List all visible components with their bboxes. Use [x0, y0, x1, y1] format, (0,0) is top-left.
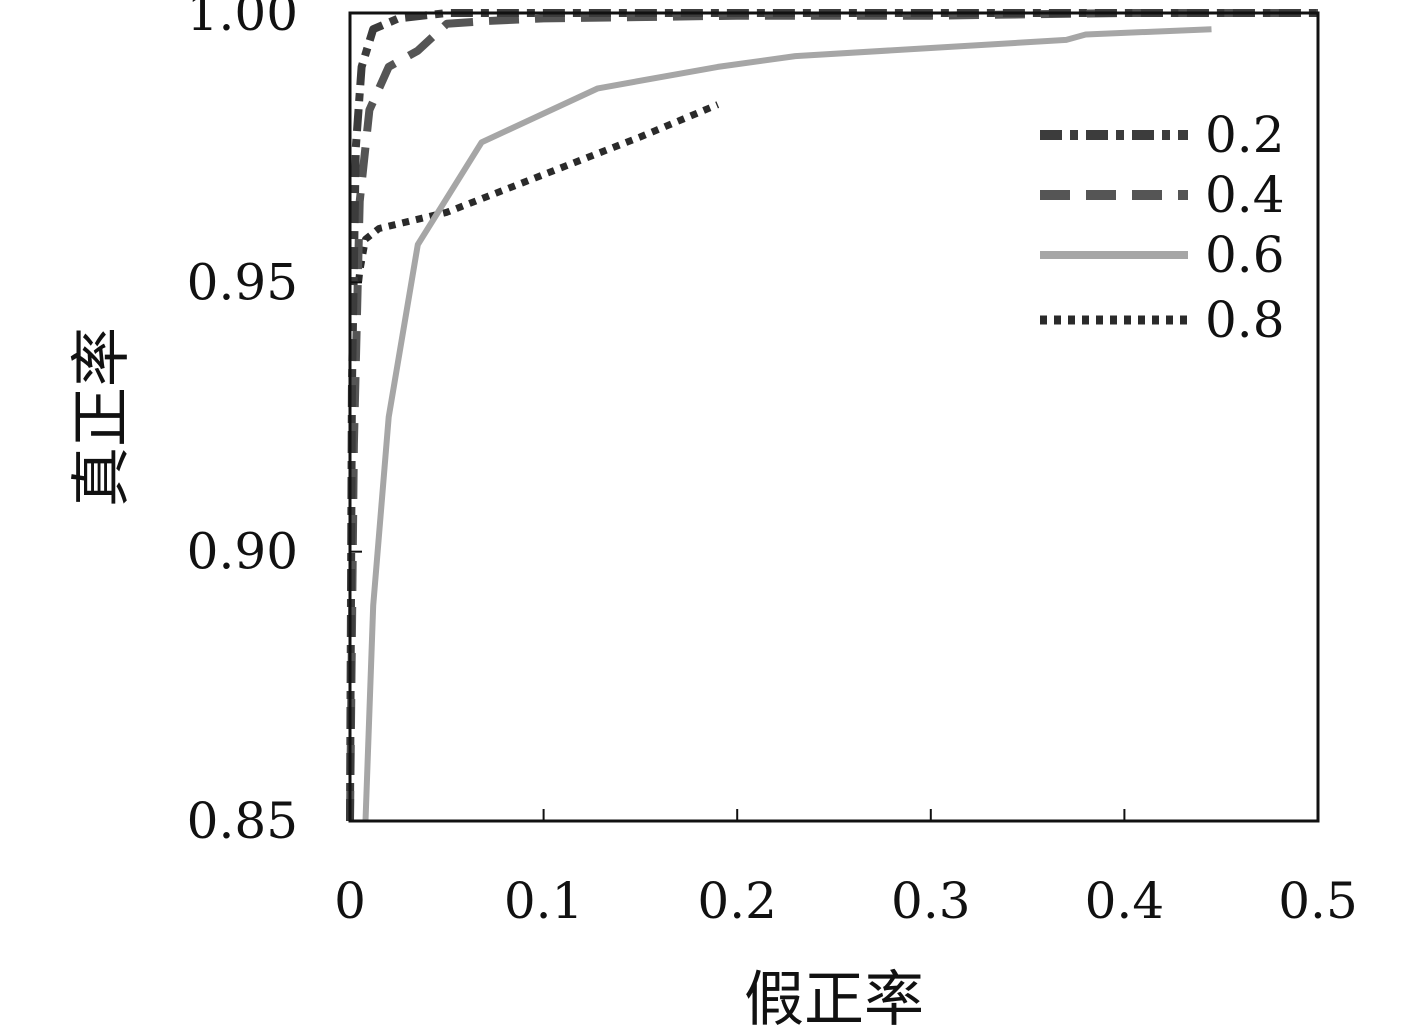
x-axis-title: 假正率	[744, 965, 924, 1035]
legend-label-0-2: 0.2	[1205, 106, 1285, 164]
x-tick-label: 0.4	[1085, 872, 1165, 930]
y-tick-label: 1.00	[187, 0, 298, 42]
legend: 0.20.40.6 0.8	[1040, 106, 1285, 349]
series-layer	[346, 9, 1318, 822]
ticks-layer: 0 0.1 0.2 0.3 0.4 0.5 0.85 0.90 0.95 1.00	[187, 0, 1358, 930]
x-tick-label: 0.2	[697, 872, 777, 930]
y-tick-label: 0.85	[187, 792, 298, 850]
x-tick-label: 0	[334, 872, 366, 930]
x-tick-label: 0.3	[891, 872, 971, 930]
legend-label-0-8: 0.8	[1205, 291, 1285, 349]
plot-frame	[348, 11, 1320, 823]
legend-label-0-4: 0.4	[1205, 166, 1285, 224]
x-tick-label: 0.1	[504, 872, 584, 930]
series-line-0-6	[362, 26, 1212, 822]
y-tick-label: 0.95	[187, 253, 298, 311]
x-tick-label: 0.5	[1278, 872, 1358, 930]
legend-label-0-6: 0.6	[1205, 226, 1285, 284]
y-tick-label: 0.90	[187, 523, 298, 581]
y-axis-title: 真正率	[67, 327, 137, 507]
